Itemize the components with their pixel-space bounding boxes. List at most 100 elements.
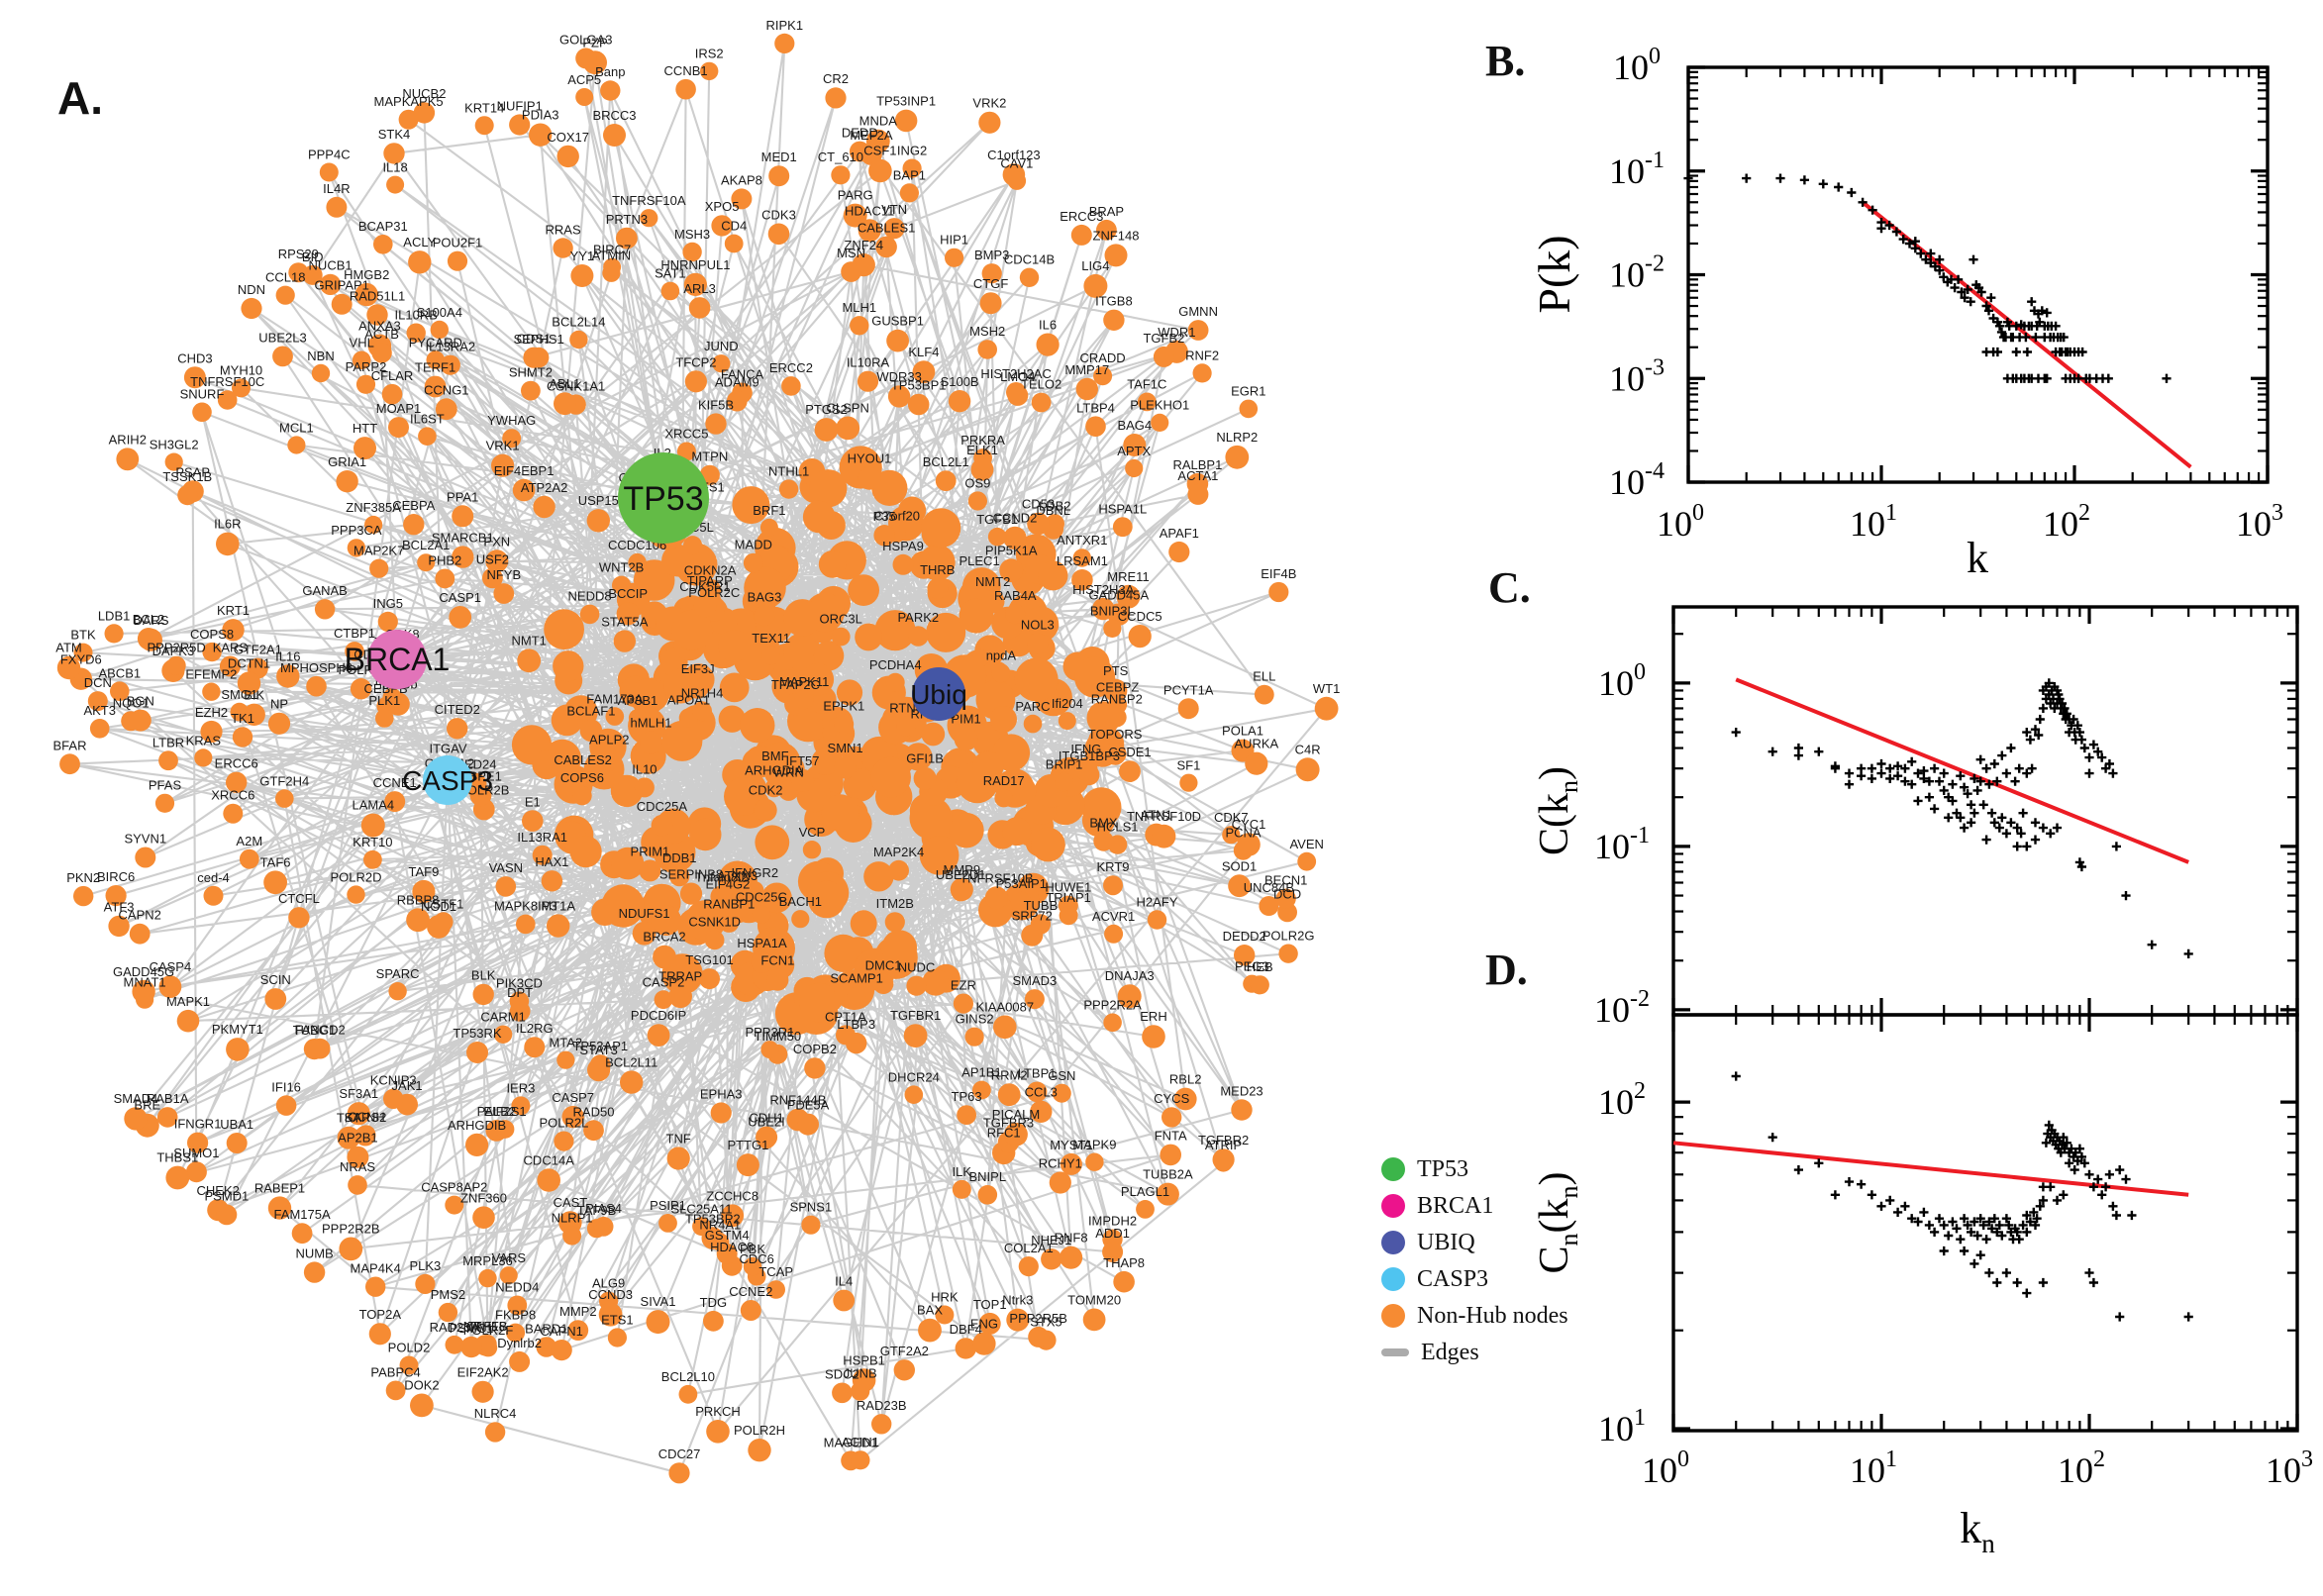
- network-node-label: MRE11: [1107, 569, 1149, 584]
- network-node-label: POLR2F: [463, 1323, 514, 1338]
- network-node: [129, 709, 152, 732]
- network-node: [978, 1312, 1001, 1335]
- network-node-label: PSMC1: [450, 1321, 494, 1336]
- network-node-label: TGFBR2: [1198, 1133, 1249, 1147]
- network-node-label: ATM: [55, 641, 81, 655]
- network-node-label: HIST2H3A: [1072, 582, 1134, 597]
- network-node-label: A2M: [236, 834, 262, 848]
- network-node: [1177, 698, 1199, 720]
- network-node: [660, 281, 680, 301]
- network-node-label: FXYD6: [60, 652, 102, 667]
- network-node: [222, 619, 245, 642]
- network-node: [166, 655, 186, 675]
- network-node: [194, 748, 213, 767]
- network-node-label: MAP2K4: [873, 845, 924, 859]
- network-node-label: SF1: [1176, 758, 1200, 773]
- network-node: [1156, 1182, 1179, 1206]
- network-node: [226, 771, 248, 793]
- network-node-label: PKMYT1: [212, 1022, 263, 1037]
- network-node-label: BAG3: [748, 589, 782, 604]
- network-node: [116, 448, 140, 471]
- network-node: [1027, 512, 1050, 536]
- network-node-label: ORC3L: [820, 612, 862, 627]
- network-node: [529, 123, 553, 147]
- network-node-label: GTF2H4: [259, 773, 309, 788]
- network-node: [1187, 320, 1209, 341]
- network-node: [972, 1080, 991, 1100]
- network-node-label: DPT: [507, 985, 533, 1000]
- network-node: [1136, 1200, 1155, 1219]
- node-color-dot: [1381, 1231, 1405, 1254]
- network-node: [438, 1302, 458, 1323]
- network-node: [105, 885, 127, 907]
- network-node-label: C1orf123: [987, 148, 1040, 162]
- network-node-label: CTCFL: [278, 891, 320, 906]
- network-node-label: ARHGDIB: [448, 1118, 506, 1133]
- network-node: [311, 363, 331, 383]
- network-node: [478, 1268, 497, 1288]
- network-node: [347, 1102, 370, 1126]
- network-node-label: C4R: [1295, 742, 1321, 756]
- network-node: [743, 552, 763, 573]
- network-node-label: KIAA0087: [976, 999, 1035, 1014]
- network-node: [868, 158, 892, 183]
- network-node: [646, 1310, 670, 1335]
- network-node-label: COPS6: [560, 770, 604, 785]
- network-node: [693, 594, 717, 618]
- network-node: [302, 264, 323, 285]
- network-node: [1278, 944, 1298, 963]
- network-node: [746, 881, 764, 900]
- network-node-label: GOLGA3: [559, 32, 612, 47]
- network-node-label: SMAD3: [1013, 973, 1058, 988]
- network-node: [1024, 989, 1045, 1010]
- network-node: [718, 630, 751, 662]
- network-node: [366, 304, 388, 326]
- network-node-label: POLD2: [388, 1341, 431, 1355]
- network-node-label: PPP2R2A: [1083, 997, 1142, 1012]
- network-node-label: PPP2R2B: [322, 1222, 380, 1237]
- network-node-label: TNFRSF10C: [190, 374, 264, 389]
- network-node-label: NLRC4: [474, 1406, 517, 1421]
- network-node: [922, 968, 950, 996]
- network-node-label: BCL2: [133, 612, 165, 627]
- tick-label: 10-1: [1609, 148, 1665, 191]
- network-node-label: SLC25A11: [671, 1201, 733, 1216]
- network-node-label: TP53BP1: [891, 378, 947, 393]
- hub-label-tp53: TP53: [623, 480, 703, 518]
- hub-node-casp3: [423, 755, 472, 805]
- network-node: [1297, 851, 1317, 871]
- network-node: [1009, 776, 1037, 804]
- network-node: [185, 1161, 207, 1183]
- network-node-label: ZNF360: [460, 1190, 507, 1205]
- network-node-label: PCNA: [1225, 825, 1261, 840]
- network-node-label: APOA1: [667, 692, 710, 707]
- network-node: [899, 183, 920, 203]
- network-node-label: GTF2A1: [234, 643, 282, 657]
- network-node-label: SMARCB1: [432, 530, 494, 545]
- network-node: [426, 350, 446, 369]
- axis-title: P(k): [1529, 235, 1579, 313]
- network-node-label: ZNF385A: [346, 500, 401, 515]
- network-node: [202, 642, 222, 662]
- network-node-label: SYVN1: [124, 831, 166, 846]
- network-node-label: TUBG1: [293, 1023, 336, 1038]
- network-node: [427, 915, 451, 939]
- network-node: [288, 907, 310, 929]
- network-node: [347, 539, 366, 557]
- network-node: [469, 784, 492, 807]
- network-node-label: POU2F1: [433, 236, 483, 250]
- network-node-label: IFI16: [271, 1079, 301, 1094]
- network-node-label: BTK: [70, 628, 96, 643]
- network-node: [87, 691, 108, 712]
- network-node: [1058, 712, 1076, 731]
- network-node: [661, 720, 703, 761]
- network-node: [764, 764, 786, 785]
- network-node-label: NUFIP1: [497, 98, 543, 113]
- network-node-label: SHMT2: [509, 365, 553, 380]
- network-node-label: PICALM: [992, 1107, 1040, 1122]
- network-node: [1055, 772, 1073, 792]
- network-node: [447, 718, 468, 740]
- network-node: [499, 1266, 518, 1285]
- network-node: [692, 701, 712, 722]
- network-node-label: DEDD: [842, 126, 878, 141]
